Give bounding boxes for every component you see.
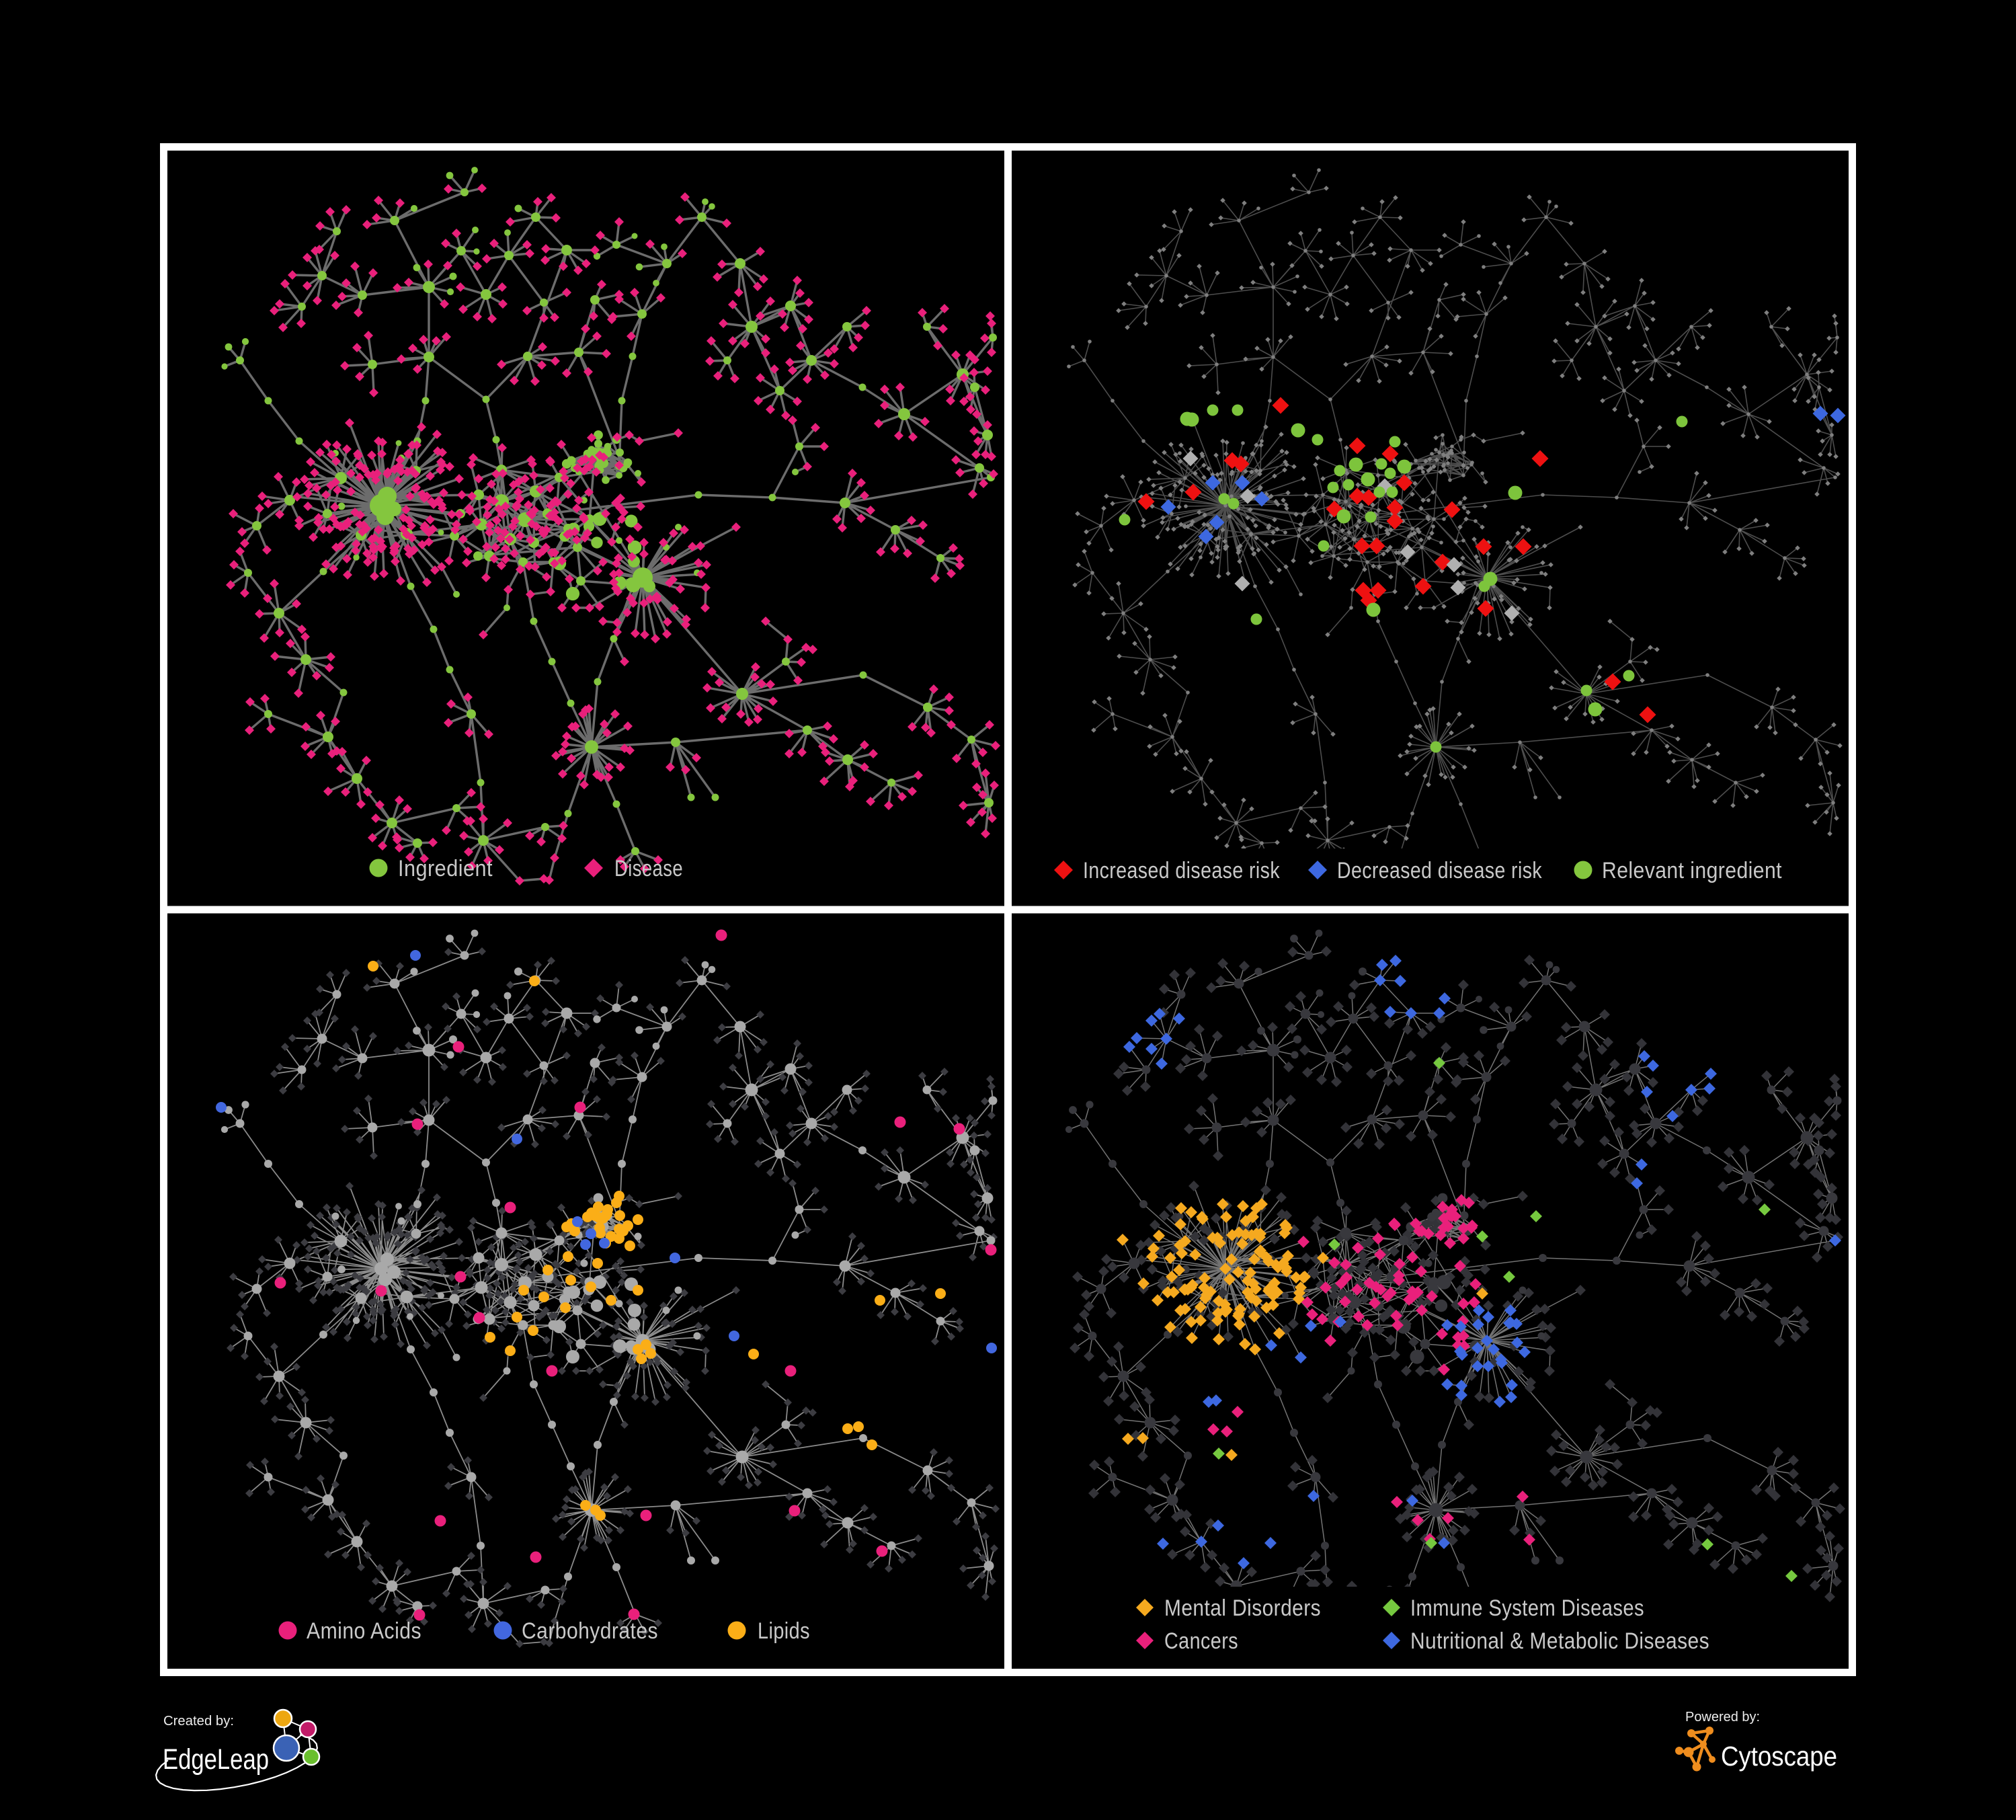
svg-text:Carbohydrates: Carbohydrates	[522, 1618, 658, 1644]
svg-text:EdgeLeap: EdgeLeap	[163, 1743, 269, 1776]
svg-text:Cytoscape: Cytoscape	[1721, 1741, 1837, 1772]
svg-text:Nutritional & Metabolic Diseas: Nutritional & Metabolic Diseases	[1410, 1628, 1709, 1654]
svg-text:Decreased disease risk: Decreased disease risk	[1337, 858, 1542, 883]
svg-text:Ingredient: Ingredient	[398, 856, 493, 881]
svg-text:Disease: Disease	[614, 856, 683, 881]
svg-text:Relevant ingredient: Relevant ingredient	[1602, 858, 1782, 883]
svg-text:Lipids: Lipids	[758, 1618, 810, 1644]
svg-text:Amino Acids: Amino Acids	[307, 1618, 421, 1644]
svg-text:Immune System Diseases: Immune System Diseases	[1410, 1595, 1644, 1621]
svg-text:Mental Disorders: Mental Disorders	[1164, 1595, 1321, 1621]
svg-text:Powered by:: Powered by:	[1685, 1710, 1760, 1725]
svg-text:Cancers: Cancers	[1164, 1628, 1238, 1654]
svg-text:Increased disease risk: Increased disease risk	[1083, 858, 1280, 883]
svg-text:Created by:: Created by:	[163, 1714, 234, 1729]
